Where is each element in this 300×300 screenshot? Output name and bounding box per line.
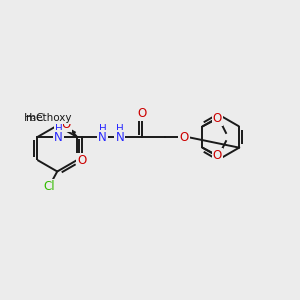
- Text: N: N: [98, 130, 107, 143]
- Text: O: O: [137, 107, 146, 120]
- Text: N: N: [54, 130, 63, 143]
- Text: H: H: [116, 124, 124, 134]
- Text: O: O: [212, 149, 222, 162]
- Text: O: O: [212, 112, 222, 125]
- Text: H: H: [55, 124, 62, 134]
- Text: methoxy: methoxy: [26, 113, 72, 123]
- Text: H₃C: H₃C: [23, 113, 44, 123]
- Text: H: H: [99, 124, 106, 134]
- Text: O: O: [179, 130, 189, 143]
- Text: Cl: Cl: [43, 180, 55, 193]
- Text: O: O: [61, 118, 70, 131]
- Text: N: N: [116, 130, 124, 143]
- Text: O: O: [77, 154, 86, 167]
